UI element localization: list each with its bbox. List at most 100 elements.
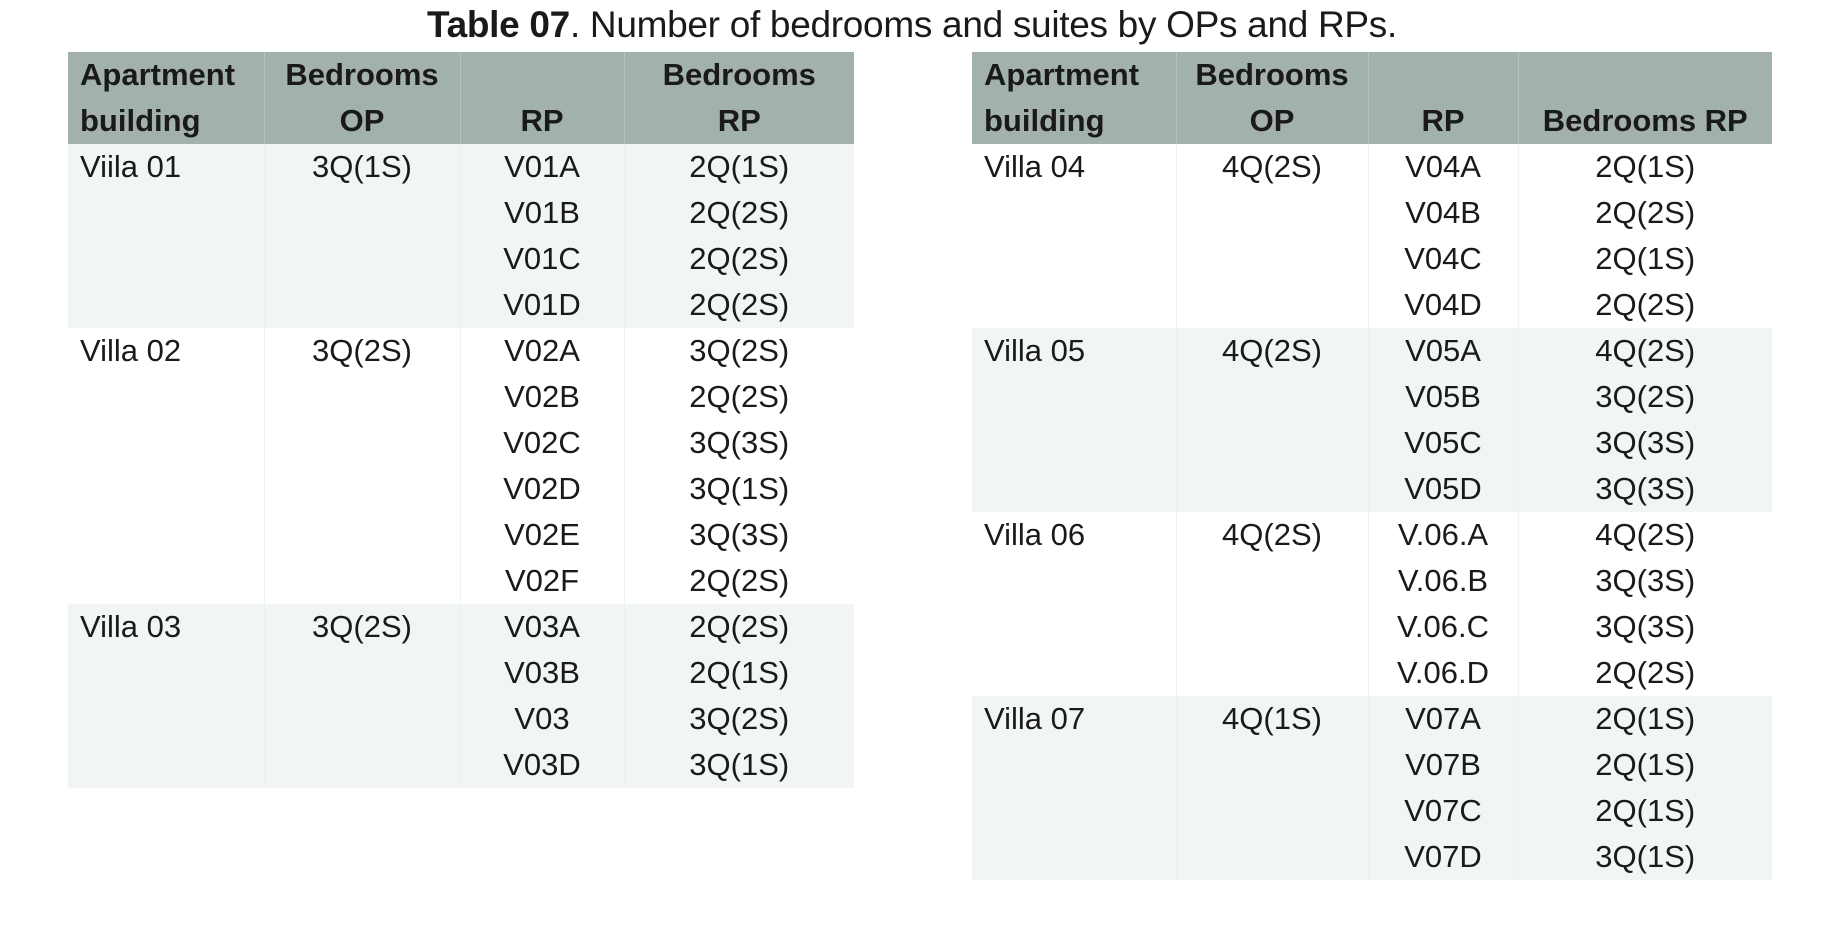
rp-cell: V.06.C (1367, 604, 1518, 650)
rp-cell: V01B (459, 190, 624, 236)
bedrooms-rp-cell: 3Q(3S) (1517, 466, 1772, 512)
building-cell (972, 558, 1176, 604)
table-row: V02F 2Q(2S) (68, 558, 854, 604)
bedrooms-rp-cell: 3Q(2S) (1517, 374, 1772, 420)
header-row: Apartment Bedrooms (972, 52, 1772, 98)
header-rp (459, 52, 624, 98)
table-row: V01C 2Q(2S) (68, 236, 854, 282)
building-cell: Villa 02 (68, 328, 264, 374)
rp-cell: V04A (1367, 144, 1518, 190)
rp-cell: V.06.A (1367, 512, 1518, 558)
rp-cell: V02D (459, 466, 624, 512)
rp-cell: V05B (1367, 374, 1518, 420)
table-row: V07B 2Q(1S) (972, 742, 1772, 788)
table-caption: Table 07. Number of bedrooms and suites … (0, 0, 1824, 50)
header-bedrooms-op: Bedrooms (1175, 52, 1368, 98)
table-row: Villa 04 4Q(2S) V04A 2Q(1S) (972, 144, 1772, 190)
header-bedrooms-rp: RP (623, 98, 854, 144)
table-caption-text: . Number of bedrooms and suites by OPs a… (569, 4, 1397, 45)
building-cell (68, 512, 264, 558)
building-cell (68, 650, 264, 696)
bedrooms-rp-cell: 2Q(1S) (1517, 742, 1772, 788)
bedrooms-op-cell (1175, 420, 1368, 466)
rp-cell: V07B (1367, 742, 1518, 788)
rp-cell: V02B (459, 374, 624, 420)
bedrooms-rp-cell: 2Q(2S) (1517, 650, 1772, 696)
building-cell: Villa 07 (972, 696, 1176, 742)
table-row: Villa 05 4Q(2S) V05A 4Q(2S) (972, 328, 1772, 374)
bedrooms-rp-cell: 3Q(1S) (1517, 834, 1772, 880)
bedrooms-op-cell (263, 696, 460, 742)
bedrooms-rp-cell: 3Q(3S) (1517, 604, 1772, 650)
bedrooms-rp-cell: 2Q(2S) (623, 558, 854, 604)
header-row: building OP RP Bedrooms RP (972, 98, 1772, 144)
bedrooms-table-left: Apartment Bedrooms Bedrooms building OP RP RP V… (68, 52, 854, 788)
bedrooms-rp-cell: 3Q(1S) (623, 466, 854, 512)
building-cell (972, 466, 1176, 512)
bedrooms-rp-cell: 4Q(2S) (1517, 512, 1772, 558)
bedrooms-rp-cell: 3Q(3S) (623, 512, 854, 558)
rp-cell: V04D (1367, 282, 1518, 328)
rp-cell: V04C (1367, 236, 1518, 282)
table-row: Villa 06 4Q(2S) V.06.A 4Q(2S) (972, 512, 1772, 558)
rp-cell: V03A (459, 604, 624, 650)
bedrooms-rp-cell: 3Q(3S) (623, 420, 854, 466)
bedrooms-op-cell: 3Q(1S) (263, 144, 460, 190)
bedrooms-op-cell: 3Q(2S) (263, 328, 460, 374)
rp-cell: V05D (1367, 466, 1518, 512)
building-cell (972, 788, 1176, 834)
bedrooms-op-cell (1175, 236, 1368, 282)
header-bedrooms-op: OP (263, 98, 460, 144)
table-row: V.06.B 3Q(3S) (972, 558, 1772, 604)
table-row: Viila 01 3Q(1S) V01A 2Q(1S) (68, 144, 854, 190)
building-cell (68, 282, 264, 328)
bedrooms-op-cell: 3Q(2S) (263, 604, 460, 650)
table-row: Villa 03 3Q(2S) V03A 2Q(2S) (68, 604, 854, 650)
building-cell (972, 834, 1176, 880)
bedrooms-table-right: Apartment Bedrooms building OP RP Bedrooms RP… (972, 52, 1772, 880)
table-row: V07D 3Q(1S) (972, 834, 1772, 880)
table-row: V01B 2Q(2S) (68, 190, 854, 236)
header-bedrooms-op: Bedrooms (263, 52, 460, 98)
building-group: Villa 06 4Q(2S) V.06.A 4Q(2S) V.06.B 3Q(3S) V.… (972, 512, 1772, 696)
bedrooms-op-cell (263, 420, 460, 466)
building-cell (68, 696, 264, 742)
building-cell (972, 420, 1176, 466)
header-rp: RP (1367, 98, 1518, 144)
bedrooms-op-cell: 4Q(2S) (1175, 144, 1368, 190)
building-group: Villa 07 4Q(1S) V07A 2Q(1S) V07B 2Q(1S) V07C 2Q… (972, 696, 1772, 880)
table-row: V05C 3Q(3S) (972, 420, 1772, 466)
table-row: V07C 2Q(1S) (972, 788, 1772, 834)
bedrooms-op-cell (1175, 742, 1368, 788)
building-cell (68, 420, 264, 466)
header-rp (1367, 52, 1518, 98)
bedrooms-op-cell (1175, 374, 1368, 420)
rp-cell: V02A (459, 328, 624, 374)
bedrooms-rp-cell: 2Q(2S) (623, 282, 854, 328)
header-bedrooms-rp (1517, 52, 1772, 98)
table-row: V04D 2Q(2S) (972, 282, 1772, 328)
bedrooms-op-cell (1175, 650, 1368, 696)
rp-cell: V.06.D (1367, 650, 1518, 696)
bedrooms-rp-cell: 2Q(1S) (1517, 696, 1772, 742)
table-row: V01D 2Q(2S) (68, 282, 854, 328)
building-cell: Villa 06 (972, 512, 1176, 558)
bedrooms-op-cell (1175, 190, 1368, 236)
bedrooms-op-cell (263, 236, 460, 282)
bedrooms-rp-cell: 2Q(1S) (1517, 788, 1772, 834)
building-group: Viila 01 3Q(1S) V01A 2Q(1S) V01B 2Q(2S) V01C 2Q… (68, 144, 854, 328)
header-apartment-building: Apartment (972, 52, 1176, 98)
rp-cell: V05C (1367, 420, 1518, 466)
building-cell (68, 236, 264, 282)
building-cell (972, 282, 1176, 328)
table-row: V02B 2Q(2S) (68, 374, 854, 420)
rp-cell: V05A (1367, 328, 1518, 374)
bedrooms-rp-cell: 2Q(2S) (1517, 190, 1772, 236)
header-row: building OP RP RP (68, 98, 854, 144)
table-header: Apartment Bedrooms building OP RP Bedrooms RP (972, 52, 1772, 144)
table-row: V03 3Q(2S) (68, 696, 854, 742)
bedrooms-op-cell (263, 650, 460, 696)
building-cell (972, 190, 1176, 236)
building-cell (68, 190, 264, 236)
table-row: V05B 3Q(2S) (972, 374, 1772, 420)
